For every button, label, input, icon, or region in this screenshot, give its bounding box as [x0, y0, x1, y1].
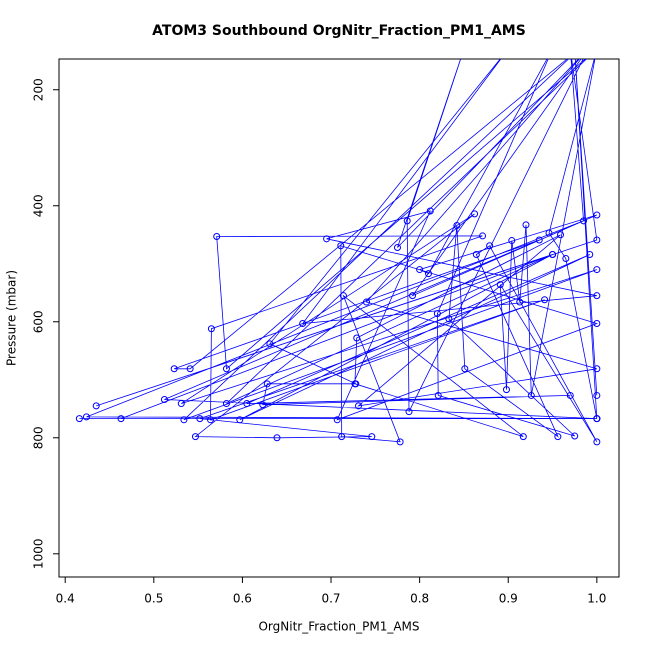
x-tick-label: 1.0 — [587, 592, 606, 606]
data-point — [508, 237, 516, 245]
data-point — [351, 380, 359, 388]
x-tick-label: 0.9 — [499, 592, 518, 606]
data-point — [177, 400, 185, 408]
y-tick-label: 200 — [32, 78, 46, 101]
data-point — [527, 391, 535, 399]
data-point — [516, 298, 524, 306]
data-point — [196, 415, 204, 423]
data-point — [396, 438, 404, 446]
data-point — [593, 292, 601, 300]
data-point — [338, 433, 346, 441]
data-point — [461, 365, 469, 373]
x-tick-label: 0.8 — [410, 592, 429, 606]
data-point — [593, 438, 601, 446]
data-point — [273, 434, 281, 442]
data-point — [82, 413, 90, 421]
data-point — [416, 266, 424, 274]
data-point — [426, 207, 434, 215]
data-point — [354, 402, 362, 410]
plot-area — [75, 59, 601, 446]
data-point — [213, 233, 221, 241]
data-point — [580, 217, 588, 225]
data-point — [545, 229, 553, 237]
y-tick-label: 800 — [32, 426, 46, 449]
data-point — [496, 281, 504, 289]
x-tick-label: 0.4 — [56, 592, 75, 606]
data-point — [75, 415, 83, 423]
data-point — [92, 402, 100, 410]
data-point — [393, 244, 401, 252]
data-point — [207, 416, 215, 424]
y-tick-label: 600 — [32, 310, 46, 333]
data-point — [593, 236, 601, 244]
data-point — [471, 210, 479, 218]
data-point — [222, 400, 230, 408]
data-point — [445, 315, 453, 323]
data-point — [424, 270, 432, 278]
x-tick-label: 0.7 — [321, 592, 340, 606]
data-point — [263, 380, 271, 388]
x-axis-label: OrgNitr_Fraction_PM1_AMS — [258, 620, 419, 634]
data-point — [586, 250, 594, 258]
y-axis-label: Pressure (mbar) — [5, 270, 19, 366]
data-point — [554, 433, 562, 441]
data-point — [323, 235, 331, 243]
data-point — [180, 416, 188, 424]
data-point — [207, 325, 215, 333]
data-point — [522, 221, 530, 229]
data-point — [593, 391, 601, 399]
data-point — [362, 298, 370, 306]
data-point — [433, 310, 441, 318]
data-point — [549, 250, 557, 258]
data-point — [266, 340, 274, 348]
data-point — [236, 416, 244, 424]
data-point — [566, 391, 574, 399]
data-point — [502, 386, 510, 394]
data-point — [593, 415, 601, 423]
data-point — [160, 395, 168, 403]
data-point — [353, 334, 361, 342]
data-point — [453, 221, 461, 229]
data-point — [405, 408, 413, 416]
data-point — [486, 242, 494, 250]
data-point — [117, 415, 125, 423]
data-point — [191, 433, 199, 441]
data-point — [409, 292, 417, 300]
data-point — [593, 266, 601, 274]
data-point — [368, 433, 376, 441]
chart-title: ATOM3 Southbound OrgNitr_Fraction_PM1_AM… — [152, 23, 526, 39]
data-point — [593, 320, 601, 328]
data-point — [299, 320, 307, 328]
data-point — [222, 365, 230, 373]
data-point — [170, 365, 178, 373]
data-point — [243, 400, 251, 408]
y-tick-label: 400 — [32, 194, 46, 217]
data-point — [519, 433, 527, 441]
x-tick-label: 0.5 — [144, 592, 163, 606]
data-point — [562, 255, 570, 263]
data-point — [339, 292, 347, 300]
data-point — [403, 217, 411, 225]
x-tick-label: 0.6 — [233, 592, 252, 606]
data-point — [557, 231, 565, 239]
data-point — [259, 401, 267, 409]
data-point — [472, 250, 480, 258]
data-point — [593, 211, 601, 219]
data-point — [434, 391, 442, 399]
data-point — [479, 232, 487, 240]
data-point — [593, 365, 601, 373]
data-point — [541, 296, 549, 304]
data-point — [333, 416, 341, 424]
data-line — [79, 59, 599, 443]
plot-frame — [58, 58, 620, 578]
data-point — [535, 236, 543, 244]
data-point — [337, 242, 345, 250]
y-tick-label: 1000 — [32, 539, 46, 570]
data-point — [186, 365, 194, 373]
data-point — [571, 432, 579, 440]
